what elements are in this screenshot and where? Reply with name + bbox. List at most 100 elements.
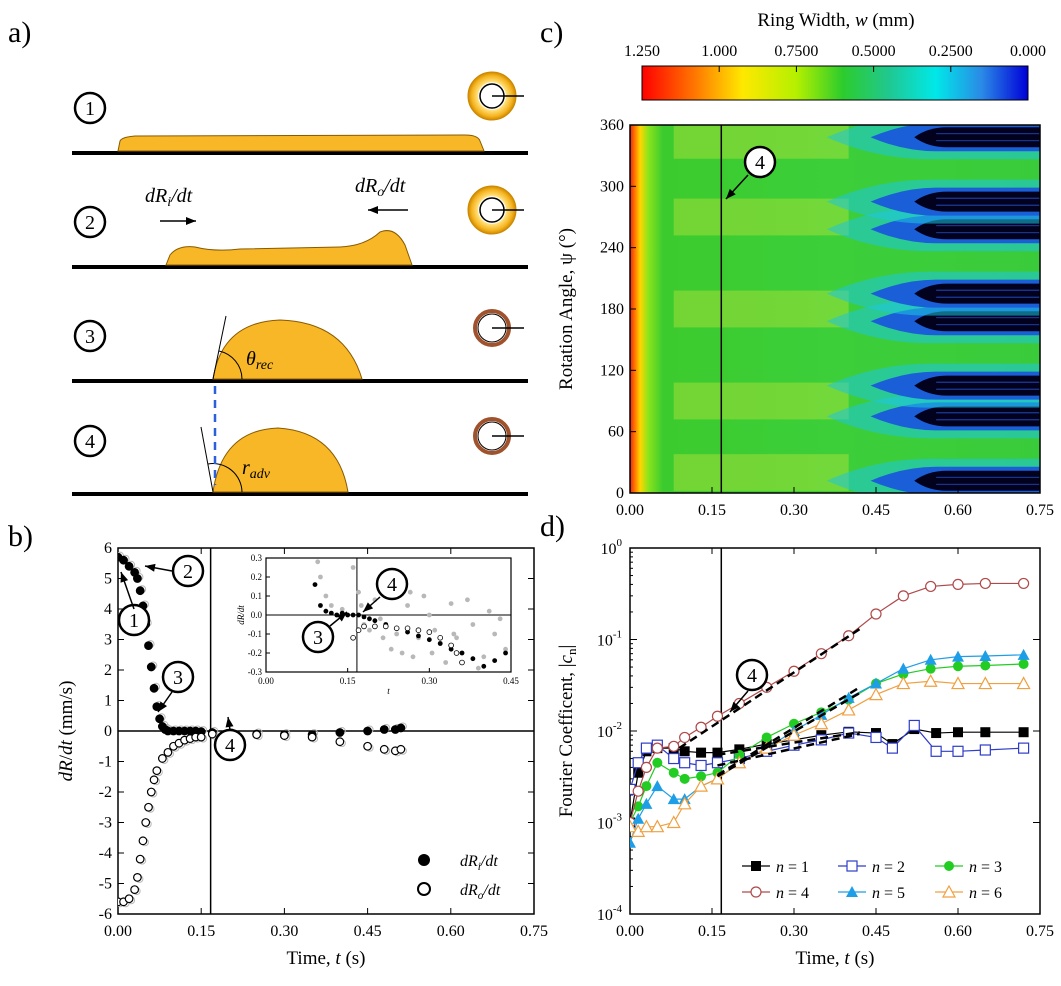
data-point-n2 xyxy=(908,719,920,732)
data-point-n2 xyxy=(930,745,942,757)
data-point-n5 xyxy=(870,677,882,689)
x-tick-label-c: 0.75 xyxy=(1026,502,1054,519)
data-point-n1 xyxy=(980,727,991,738)
inset-gray-point xyxy=(318,574,323,580)
data-point-n6 xyxy=(694,778,709,792)
data-point-n2 xyxy=(695,759,707,772)
legend-label-dRo: dRo/dt xyxy=(460,882,501,902)
xlabel-b-t: t xyxy=(335,948,341,969)
data-point-n2 xyxy=(979,744,991,756)
data-point-n2 xyxy=(679,757,691,769)
data-point-n6 xyxy=(639,819,654,833)
contact-angle-tangent-3 xyxy=(212,315,227,380)
data-point-n6 xyxy=(677,796,692,810)
data-point-n2 xyxy=(668,752,680,765)
y-tick-label-b: -4 xyxy=(99,845,112,862)
colorbar-tick-label: 0.2500 xyxy=(929,43,973,60)
legend-label-dRi-sub: i xyxy=(478,861,481,873)
inset-gray-point xyxy=(503,646,508,652)
callout-c-4-circle xyxy=(743,145,777,179)
y-axis-label-d: Fourier Coefficent, |cn| xyxy=(556,645,579,818)
data-point-dRo xyxy=(157,754,167,763)
annotation-dRo-dt-tail: /dt xyxy=(383,175,406,197)
y-tick-exp: -2 xyxy=(613,720,622,732)
x-tick-label-b: 0.00 xyxy=(104,923,132,940)
legend-marker-n4 xyxy=(750,886,762,898)
annotation-r-adv: radv xyxy=(242,457,271,482)
x-tick-label-d: 0.75 xyxy=(1026,923,1054,940)
data-point-n3 xyxy=(1018,658,1029,669)
x-tick-label-c: 0.15 xyxy=(698,502,726,519)
x-tick-label-c: 0.60 xyxy=(944,502,972,519)
y-tick-label-c: 60 xyxy=(608,424,624,441)
y-tick-label-b: -3 xyxy=(99,815,112,832)
data-point-n1 xyxy=(1018,727,1029,738)
legend-n-var: n xyxy=(776,885,784,902)
data-point-dRo xyxy=(144,802,153,812)
legend-n-rest: = 1 xyxy=(784,859,809,876)
inset-gray-point xyxy=(367,627,372,633)
heatmap-dark-band xyxy=(914,470,1040,491)
x-tick-label-d: 0.45 xyxy=(862,923,890,940)
callout-b-3-arrow-head xyxy=(158,701,168,712)
data-point-n6 xyxy=(950,676,966,690)
data-point-n1 xyxy=(679,746,690,757)
colorbar-title: Ring Width, w (mm) xyxy=(757,10,914,31)
legend-n-rest: = 2 xyxy=(880,859,905,876)
ylabel-d-bar: | xyxy=(556,645,577,649)
y-tick-label-d: 10-4 xyxy=(597,903,623,924)
x-tick-label-b: 0.75 xyxy=(520,923,548,940)
legend-label-dRi-main: dR xyxy=(460,853,478,870)
annotation-dRi-dt-sub: i xyxy=(167,195,171,210)
y-tick-exp: -1 xyxy=(613,629,622,641)
legend-label-n3: n = 3 xyxy=(969,859,1002,876)
y-tick-label-b: 5 xyxy=(104,571,112,588)
legend-n-rest: = 6 xyxy=(977,885,1002,902)
annotation-dRi-dt-tail: /dt xyxy=(170,185,193,207)
heatmap-dark-band xyxy=(914,406,1040,427)
inset-callout-4-arrow-head xyxy=(363,602,374,612)
data-point-dRo xyxy=(130,885,140,894)
step-number-1: 1 xyxy=(85,98,95,120)
data-point-dRo xyxy=(379,744,389,754)
data-point-n3 xyxy=(953,661,963,672)
data-point-n4 xyxy=(979,577,991,590)
annotation-dRo-dt-main: dR xyxy=(355,175,377,197)
data-point-n6 xyxy=(978,676,993,690)
data-point-dRi xyxy=(396,723,406,733)
step-number-4-circle xyxy=(73,424,107,458)
heatmap-lime-band xyxy=(673,290,849,328)
colorbar-tick-label: 1.000 xyxy=(701,43,737,60)
inset-dRi-point xyxy=(367,616,372,622)
x-tick-label-c: 0.30 xyxy=(780,502,808,519)
data-point-dRi xyxy=(379,725,389,734)
colorbar-tick-label: 1.250 xyxy=(624,43,660,60)
legend-label-n4: n = 4 xyxy=(776,885,809,902)
data-point-n4 xyxy=(870,608,882,620)
data-point-n5 xyxy=(979,650,992,662)
data-point-dRo xyxy=(163,747,173,757)
x-tick-label-c: 0.00 xyxy=(616,502,644,519)
data-point-n4 xyxy=(897,590,909,602)
inset-dRo-point xyxy=(372,623,378,630)
data-point-n2 xyxy=(1017,742,1030,754)
data-point-n2 xyxy=(870,731,882,744)
x-tick-label-b: 0.45 xyxy=(354,923,382,940)
legend-label-dRi: dRi/dt xyxy=(460,853,498,873)
data-point-n4 xyxy=(651,742,663,754)
annotation-theta-rec-sub: rec xyxy=(256,358,274,373)
inset-y-tick-label: -0.2 xyxy=(248,648,262,658)
data-point-n3 xyxy=(980,660,991,671)
heatmap-dark-band xyxy=(914,311,1040,332)
y-tick-base: 10 xyxy=(597,907,613,924)
data-point-dRi xyxy=(155,714,165,724)
inset-dRo-point xyxy=(426,629,433,635)
inset-x-tick-label: 0.30 xyxy=(421,676,437,686)
inset-gray-point xyxy=(380,635,386,641)
annotation-r-adv-sub: adv xyxy=(250,467,271,482)
inset-dRi-point xyxy=(459,650,465,656)
inset-dRi-point xyxy=(437,641,443,646)
arrow-inner-radius-head xyxy=(186,217,196,225)
data-point-n4 xyxy=(679,731,691,744)
inset-gray-point xyxy=(350,565,356,570)
